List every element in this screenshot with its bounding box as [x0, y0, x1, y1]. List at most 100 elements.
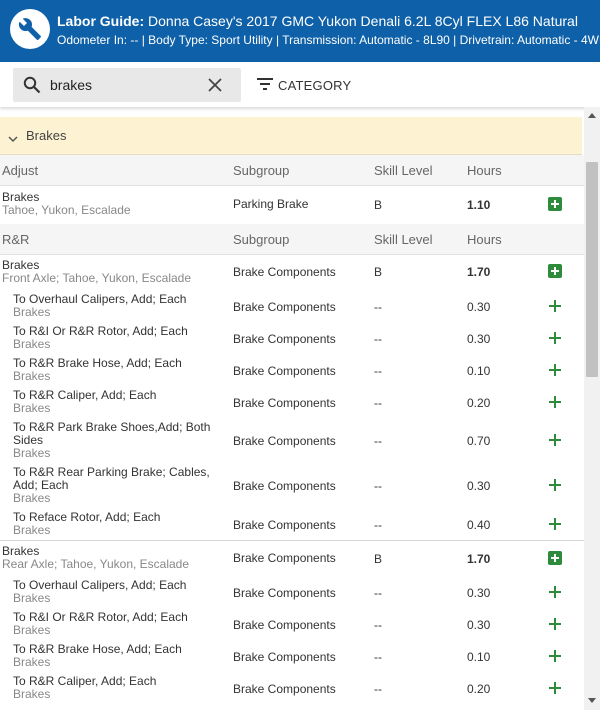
scroll-up-arrow-icon[interactable] — [588, 113, 596, 118]
category-button[interactable]: CATEGORY — [256, 74, 351, 96]
operation-title: To R&R Rear Parking Brake; Cables, — [13, 465, 210, 479]
subgroup: Brake Components — [233, 434, 336, 448]
skill-level: -- — [374, 332, 382, 346]
chevron-down-icon — [8, 130, 18, 148]
plus-icon[interactable] — [548, 585, 562, 599]
skill-level: B — [374, 552, 383, 566]
skill-level: -- — [374, 396, 382, 410]
subgroup: Parking Brake — [233, 197, 309, 211]
operation-desc: Tahoe, Yukon, Escalade — [2, 203, 131, 217]
operation-desc: Brakes — [13, 401, 51, 415]
operation-desc: Brakes — [13, 491, 51, 505]
plus-icon[interactable] — [548, 433, 562, 447]
table-row: To R&R Brake Hose, Add; Each Brakes Brak… — [0, 355, 584, 387]
subgroup: Brake Components — [233, 551, 336, 565]
subgroup: Brake Components — [233, 518, 336, 532]
plus-icon[interactable] — [548, 395, 562, 409]
hours: 0.30 — [467, 618, 491, 632]
operation-name: To R&R Caliper, Add; Each Brakes — [13, 389, 223, 415]
operation-desc: Front Axle; Tahoe, Yukon, Escalade — [2, 271, 192, 285]
skill-level: B — [374, 198, 383, 212]
hours: 0.40 — [467, 518, 491, 532]
scroll-down-arrow-icon[interactable] — [588, 698, 596, 703]
add-button[interactable] — [548, 264, 562, 278]
table-row: To Overhaul Calipers, Add; Each Brakes B… — [0, 577, 584, 609]
plus-icon[interactable] — [548, 649, 562, 663]
hours: 0.20 — [467, 396, 491, 410]
column-subgroup: Subgroup — [233, 232, 290, 247]
operation-desc: Brakes — [13, 687, 51, 701]
close-icon[interactable] — [207, 77, 223, 98]
search-input[interactable] — [50, 76, 200, 94]
operation-name: To R&R Rear Parking Brake; Cables, Add; … — [13, 466, 223, 505]
group-header-adjust: Adjust Subgroup Skill Level Hours — [0, 155, 584, 186]
search-box — [13, 68, 241, 102]
add-button[interactable] — [548, 197, 562, 211]
toolbar: CATEGORY — [0, 62, 600, 107]
operation-title: To R&I Or R&R Rotor, Add; Each — [13, 324, 188, 338]
group-name: Adjust — [2, 163, 39, 178]
scrollbar-thumb[interactable] — [586, 162, 598, 377]
hours: 0.30 — [467, 479, 491, 493]
section-header-brakes[interactable]: Brakes — [0, 117, 582, 155]
group-name: R&R — [2, 232, 30, 247]
plus-icon[interactable] — [548, 363, 562, 377]
column-hours: Hours — [467, 163, 502, 178]
skill-level: -- — [374, 586, 382, 600]
vertical-scrollbar[interactable] — [584, 107, 600, 710]
table-row: To R&R Park Brake Shoes,Add; Both Sides … — [0, 419, 584, 464]
operation-name: Brakes Tahoe, Yukon, Escalade — [2, 191, 131, 217]
category-label: CATEGORY — [278, 77, 352, 93]
page-title: Labor Guide: Donna Casey's 2017 GMC Yuko… — [57, 13, 578, 29]
subgroup: Brake Components — [233, 396, 336, 410]
table-row: To R&R Rear Parking Brake; Cables, Add; … — [0, 464, 584, 510]
operation-name: To Overhaul Calipers, Add; Each Brakes — [13, 293, 223, 319]
operation-name: To R&R Brake Hose, Add; Each Brakes — [13, 643, 223, 669]
operation-title: To Reface Rotor, Add; Each — [13, 510, 161, 524]
table-row: Brakes Front Axle; Tahoe, Yukon, Escalad… — [0, 255, 584, 289]
operation-title: To Overhaul Calipers, Add; Each — [13, 292, 187, 306]
subgroup: Brake Components — [233, 586, 336, 600]
vehicle-name: Donna Casey's 2017 GMC Yukon Denali 6.2L… — [148, 13, 578, 29]
hours: 0.10 — [467, 364, 491, 378]
plus-icon[interactable] — [548, 478, 562, 492]
operation-title: Brakes — [2, 190, 40, 204]
operation-desc: Brakes — [13, 369, 51, 383]
table-row: Brakes Tahoe, Yukon, Escalade Parking Br… — [0, 186, 584, 226]
subgroup: Brake Components — [233, 479, 336, 493]
hours: 1.70 — [467, 552, 491, 566]
operation-desc: Brakes — [13, 446, 51, 460]
operation-title: Brakes — [2, 258, 40, 272]
skill-level: -- — [374, 618, 382, 632]
group-header-rr: R&R Subgroup Skill Level Hours — [0, 224, 584, 255]
skill-level: -- — [374, 434, 382, 448]
plus-icon[interactable] — [548, 331, 562, 345]
plus-icon[interactable] — [548, 517, 562, 531]
add-button[interactable] — [548, 551, 562, 565]
operation-name: To R&I Or R&R Rotor, Add; Each Brakes — [13, 611, 223, 637]
operation-name: To R&R Brake Hose, Add; Each Brakes — [13, 357, 223, 383]
hours: 0.70 — [467, 434, 491, 448]
operation-title: To R&I Or R&R Rotor, Add; Each — [13, 610, 188, 624]
operation-name: To R&R Caliper, Add; Each Brakes — [13, 675, 223, 701]
operation-title: To Overhaul Calipers, Add; Each — [13, 578, 187, 592]
table-row: To Reface Rotor, Add; Each Brakes Brake … — [0, 510, 584, 540]
subgroup: Brake Components — [233, 300, 336, 314]
plus-icon[interactable] — [548, 617, 562, 631]
column-subgroup: Subgroup — [233, 163, 290, 178]
operation-name: Brakes Rear Axle; Tahoe, Yukon, Escalade — [2, 545, 189, 571]
subgroup: Brake Components — [233, 650, 336, 664]
operation-title: To R&R Brake Hose, Add; Each — [13, 356, 182, 370]
plus-icon[interactable] — [548, 681, 562, 695]
search-icon — [23, 76, 41, 99]
plus-icon[interactable] — [548, 299, 562, 313]
hours: 1.10 — [467, 198, 491, 212]
table-row: To R&R Caliper, Add; Each Brakes Brake C… — [0, 387, 584, 419]
table-row: To Overhaul Calipers, Add; Each Brakes B… — [0, 291, 584, 323]
table-row: To R&I Or R&R Rotor, Add; Each Brakes Br… — [0, 609, 584, 641]
section-label: Brakes — [26, 128, 67, 143]
skill-level: -- — [374, 518, 382, 532]
operation-name: To Overhaul Calipers, Add; Each Brakes — [13, 579, 223, 605]
operation-name: To R&I Or R&R Rotor, Add; Each Brakes — [13, 325, 223, 351]
operation-title: To R&R Caliper, Add; Each — [13, 388, 157, 402]
